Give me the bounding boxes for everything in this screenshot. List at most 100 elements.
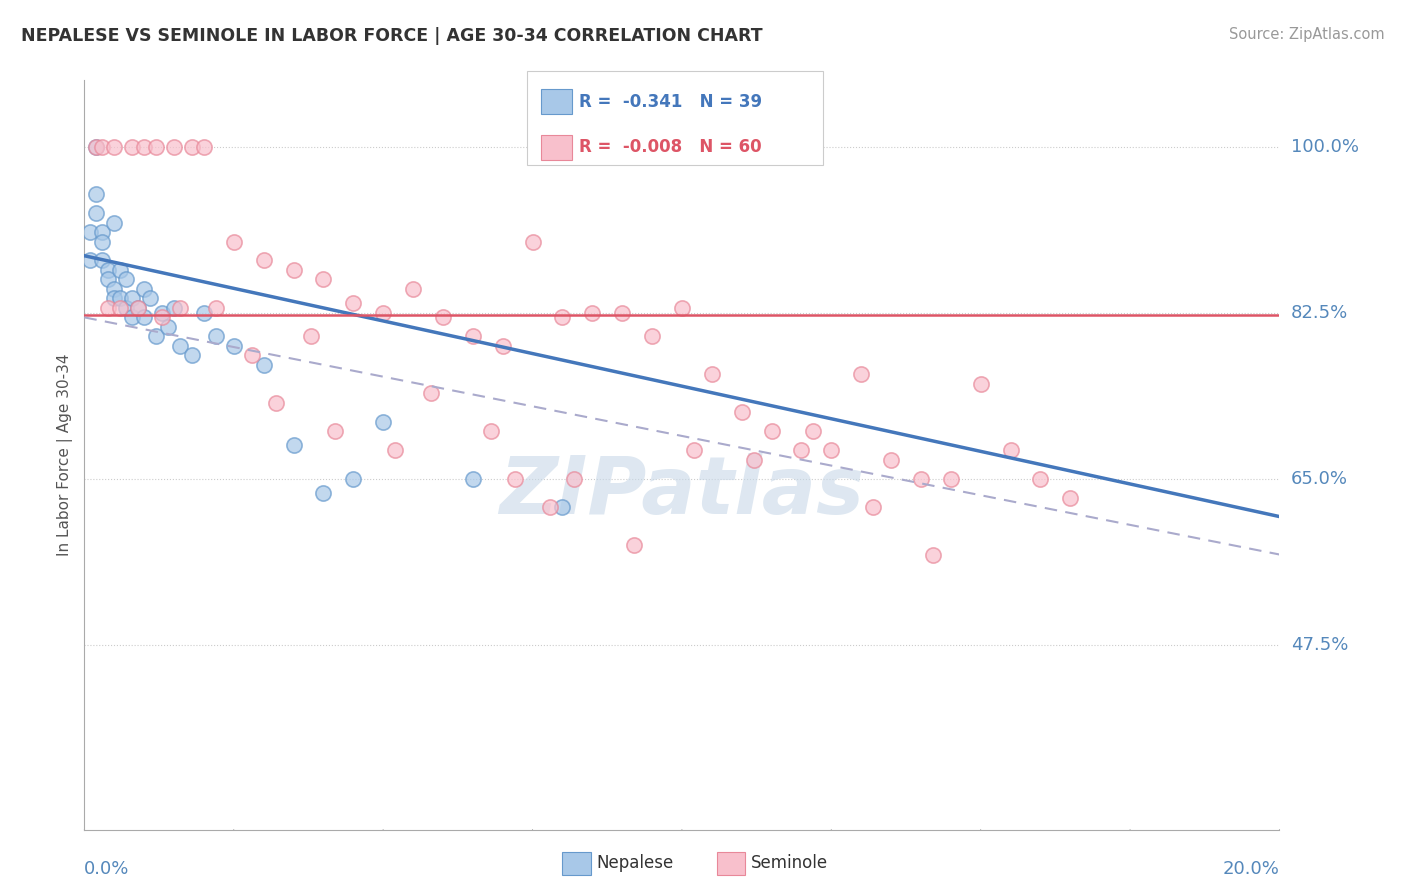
- Point: [312, 272, 335, 286]
- Point: [86, 139, 108, 153]
- Text: Nepalese: Nepalese: [596, 855, 673, 872]
- Point: [193, 306, 215, 320]
- Point: [163, 139, 186, 153]
- Point: [342, 472, 364, 486]
- Point: [540, 500, 562, 514]
- Point: [612, 306, 634, 320]
- Point: [103, 215, 125, 229]
- Point: [169, 301, 191, 315]
- Point: [503, 472, 526, 486]
- Point: [86, 139, 108, 153]
- Point: [193, 139, 215, 153]
- Text: 0.0%: 0.0%: [84, 860, 129, 878]
- Text: 47.5%: 47.5%: [1291, 636, 1348, 654]
- Point: [222, 339, 245, 353]
- Point: [127, 301, 149, 315]
- Point: [790, 443, 813, 458]
- Point: [91, 253, 114, 268]
- Point: [86, 206, 108, 220]
- Point: [731, 405, 754, 419]
- Point: [461, 329, 484, 343]
- Point: [121, 310, 143, 325]
- Point: [581, 306, 603, 320]
- Point: [240, 348, 263, 362]
- Point: [97, 263, 120, 277]
- Point: [1059, 491, 1081, 505]
- Point: [132, 282, 156, 296]
- Point: [115, 272, 138, 286]
- Point: [253, 358, 276, 372]
- Point: [761, 424, 783, 438]
- Point: [623, 538, 645, 552]
- Text: Seminole: Seminole: [751, 855, 828, 872]
- Point: [150, 306, 173, 320]
- Point: [384, 443, 406, 458]
- Point: [402, 282, 425, 296]
- Point: [79, 225, 101, 239]
- Point: [145, 329, 167, 343]
- Point: [150, 310, 173, 325]
- Point: [110, 301, 132, 315]
- Point: [103, 292, 125, 306]
- Point: [551, 310, 574, 325]
- Point: [132, 139, 156, 153]
- Text: NEPALESE VS SEMINOLE IN LABOR FORCE | AGE 30-34 CORRELATION CHART: NEPALESE VS SEMINOLE IN LABOR FORCE | AG…: [21, 27, 762, 45]
- Point: [91, 225, 114, 239]
- Point: [862, 500, 884, 514]
- Point: [301, 329, 323, 343]
- Text: R =  -0.008   N = 60: R = -0.008 N = 60: [579, 138, 762, 156]
- Point: [181, 139, 204, 153]
- Text: 65.0%: 65.0%: [1291, 469, 1347, 488]
- Point: [880, 452, 903, 467]
- Point: [922, 548, 945, 562]
- Point: [700, 368, 723, 382]
- Point: [373, 306, 395, 320]
- Point: [910, 472, 932, 486]
- Point: [970, 376, 993, 391]
- Point: [205, 329, 228, 343]
- Point: [641, 329, 664, 343]
- Point: [1000, 443, 1022, 458]
- Point: [342, 296, 364, 310]
- Point: [479, 424, 502, 438]
- Point: [110, 263, 132, 277]
- Text: 100.0%: 100.0%: [1291, 137, 1358, 156]
- Point: [121, 139, 143, 153]
- Point: [564, 472, 586, 486]
- Point: [110, 292, 132, 306]
- Point: [253, 253, 276, 268]
- Point: [145, 139, 167, 153]
- Point: [97, 272, 120, 286]
- Point: [742, 452, 765, 467]
- Point: [121, 292, 143, 306]
- Point: [492, 339, 515, 353]
- Point: [79, 253, 101, 268]
- Point: [97, 301, 120, 315]
- Point: [671, 301, 693, 315]
- Point: [205, 301, 228, 315]
- Point: [325, 424, 347, 438]
- Point: [283, 438, 305, 452]
- Point: [169, 339, 191, 353]
- Text: 20.0%: 20.0%: [1223, 860, 1279, 878]
- Point: [461, 472, 484, 486]
- Text: Source: ZipAtlas.com: Source: ZipAtlas.com: [1229, 27, 1385, 42]
- Point: [283, 263, 305, 277]
- Point: [683, 443, 706, 458]
- Point: [939, 472, 962, 486]
- Text: R =  -0.341   N = 39: R = -0.341 N = 39: [579, 93, 762, 111]
- Point: [103, 282, 125, 296]
- Point: [91, 139, 114, 153]
- Point: [1029, 472, 1052, 486]
- Point: [820, 443, 842, 458]
- Text: 82.5%: 82.5%: [1291, 303, 1348, 322]
- Point: [91, 235, 114, 249]
- Point: [522, 235, 544, 249]
- Point: [803, 424, 825, 438]
- Point: [181, 348, 204, 362]
- Point: [157, 319, 180, 334]
- Point: [115, 301, 138, 315]
- Point: [420, 386, 443, 401]
- Point: [851, 368, 873, 382]
- Point: [312, 486, 335, 500]
